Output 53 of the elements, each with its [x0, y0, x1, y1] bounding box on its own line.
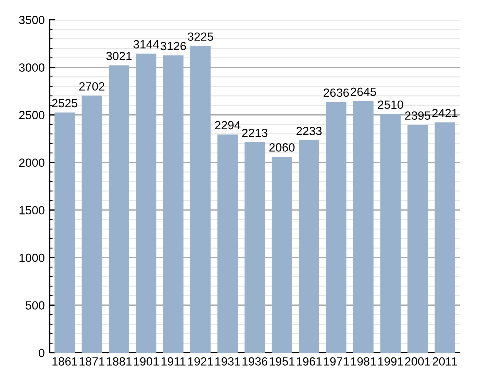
y-tick-label: 3500 — [19, 16, 45, 24]
data-label: 2421 — [432, 109, 458, 118]
bar — [163, 56, 184, 353]
y-tick-label: 0 — [39, 349, 45, 358]
data-label: 2294 — [215, 121, 241, 130]
data-label: 3144 — [134, 40, 160, 49]
x-tick-label: 1936 — [242, 357, 268, 366]
x-tick-label: 1971 — [324, 357, 350, 366]
data-label: 2525 — [52, 99, 78, 108]
bar — [380, 114, 401, 353]
bar — [326, 102, 347, 353]
y-tick-label: 500 — [26, 301, 45, 310]
x-tick-label: 1931 — [216, 357, 240, 366]
x-tick-label: 1991 — [378, 357, 404, 366]
bar — [136, 54, 157, 353]
y-tick-label: 2000 — [19, 158, 45, 168]
x-tick-label: 1901 — [134, 357, 159, 366]
bar — [218, 134, 238, 353]
bar — [190, 46, 211, 353]
data-label: 2060 — [270, 144, 295, 152]
x-tick-label: 2001 — [405, 357, 430, 366]
y-tick-label: 3000 — [19, 64, 45, 72]
y-tick-label: 2500 — [19, 111, 45, 120]
x-tick-label: 1961 — [297, 357, 322, 366]
x-tick-label: 1861 — [52, 357, 78, 366]
x-tick-label: 2011 — [432, 357, 458, 366]
x-tick-label: 1921 — [188, 357, 214, 366]
data-label: 2702 — [80, 82, 105, 91]
bar — [109, 66, 130, 353]
bar — [244, 142, 266, 353]
bar — [299, 140, 320, 353]
data-label: 2395 — [405, 112, 431, 120]
x-tick-label: 1881 — [107, 357, 132, 366]
bar — [353, 101, 374, 353]
x-tick-label: 1951 — [270, 357, 295, 366]
x-tick-label: 1981 — [351, 357, 376, 366]
y-tick-label: 1500 — [20, 206, 45, 215]
bar — [82, 96, 102, 353]
y-tick-label: 1000 — [20, 254, 45, 262]
bar — [434, 122, 456, 353]
data-label: 2636 — [324, 88, 350, 98]
bar — [272, 157, 292, 353]
data-label: 2510 — [378, 100, 404, 110]
x-tick-label: 1871 — [80, 357, 105, 366]
data-label: 3021 — [106, 52, 132, 60]
data-label: 3225 — [188, 32, 214, 42]
bar — [54, 112, 76, 353]
data-label: 2233 — [296, 127, 322, 136]
data-label: 2645 — [351, 88, 376, 96]
data-label: 2213 — [242, 128, 268, 138]
data-label: 3126 — [160, 42, 186, 50]
bar — [408, 125, 428, 353]
x-tick-label: 1911 — [162, 357, 186, 366]
